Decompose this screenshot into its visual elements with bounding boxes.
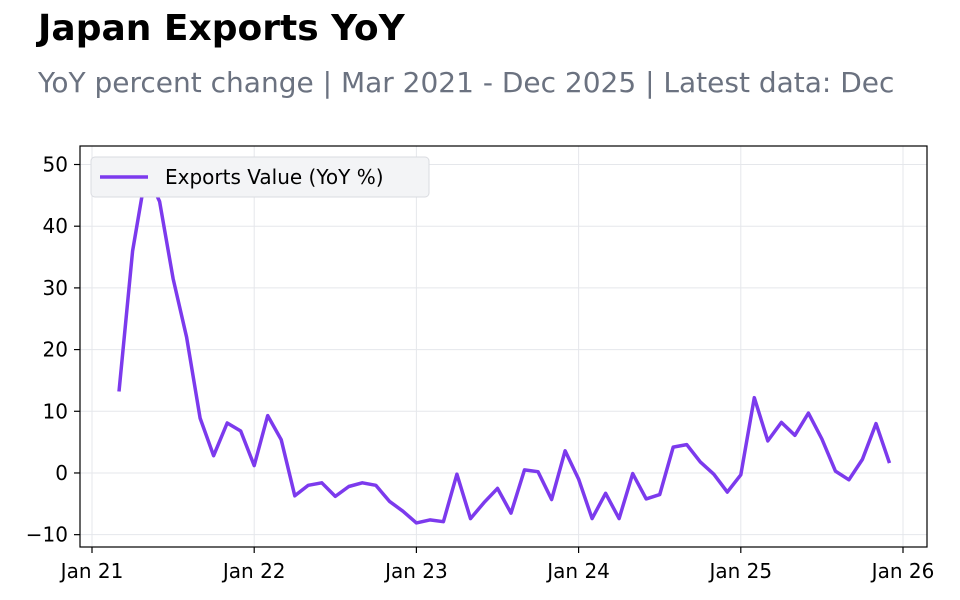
y-tick-label: 10	[43, 399, 68, 423]
legend-label: Exports Value (YoY %)	[165, 165, 384, 189]
x-tick-label: Jan 22	[221, 559, 286, 583]
y-axis-ticks: −10 0 10 20 30 40 50	[26, 153, 80, 547]
series-line-exports-value	[117, 170, 892, 525]
x-tick-label: Jan 21	[59, 559, 124, 583]
x-tick-label: Jan 25	[707, 559, 772, 583]
legend: Exports Value (YoY %)	[90, 156, 430, 198]
y-tick-label: −10	[26, 523, 68, 547]
x-tick-label: Jan 23	[383, 559, 448, 583]
chart-title: Japan Exports YoY	[38, 8, 405, 49]
grid-lines	[80, 146, 927, 547]
y-tick-label: 40	[43, 214, 68, 238]
legend-box	[90, 156, 430, 198]
plot-frame	[79, 145, 928, 548]
series-layer	[117, 170, 892, 525]
y-tick-label: 20	[43, 338, 68, 362]
y-tick-label: 30	[43, 276, 68, 300]
y-tick-label: 0	[55, 461, 68, 485]
x-axis-ticks: Jan 21 Jan 22 Jan 23 Jan 24 Jan 25 Jan 26	[59, 547, 935, 583]
x-tick-label: Jan 24	[545, 559, 610, 583]
chart-subtitle: YoY percent change | Mar 2021 - Dec 2025…	[38, 66, 895, 99]
x-tick-label: Jan 26	[870, 559, 935, 583]
y-tick-label: 50	[43, 153, 68, 177]
